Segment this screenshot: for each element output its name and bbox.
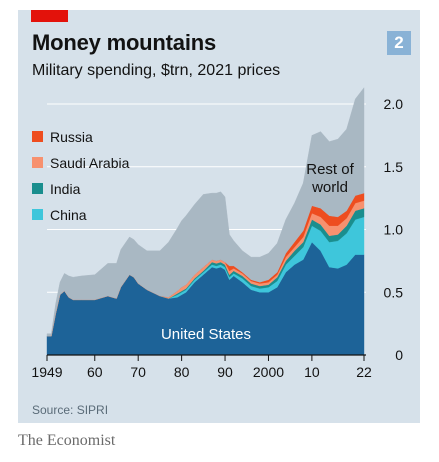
y-tick-label: 1.0: [384, 222, 404, 238]
legend-label: Russia: [50, 129, 93, 145]
x-tick-label: 90: [217, 364, 233, 380]
x-tick-label: 22: [356, 364, 372, 380]
chart-panel: Money mountains Military spending, $trn,…: [18, 10, 420, 423]
y-tick-label: 2.0: [384, 96, 404, 112]
legend-swatch: [32, 183, 43, 194]
brand-red-tag: [31, 10, 68, 22]
chart-svg: 0 0.5 1.0 1.5 2.0 1949 60 70 80 90 2000 10 22 Russia S…: [31, 87, 404, 380]
x-tick-label: 1949: [31, 364, 62, 380]
series-area-rest-of-world: [46, 87, 365, 337]
x-tick-label: 2000: [253, 364, 284, 380]
y-tick-label: 0: [395, 347, 403, 363]
legend-swatch: [32, 131, 43, 142]
x-tick-label: 80: [174, 364, 190, 380]
source-note: Source: SIPRI: [32, 403, 109, 417]
x-tick-label: 10: [304, 364, 320, 380]
chart-title: Money mountains: [32, 30, 217, 55]
y-tick-label: 1.5: [384, 159, 404, 175]
publisher-credit: The Economist: [18, 432, 116, 449]
chart-subtitle: Military spending, $trn, 2021 prices: [32, 62, 281, 79]
legend-label: Saudi Arabia: [50, 155, 130, 171]
series-annotation: United States: [161, 326, 251, 343]
series-annotation: Rest of: [306, 161, 354, 178]
legend-swatch: [32, 209, 43, 220]
legend-label: China: [50, 207, 87, 223]
series-annotation: world: [311, 179, 348, 196]
x-tick-label: 70: [130, 364, 146, 380]
y-tick-label: 0.5: [384, 284, 404, 300]
x-tick-label: 60: [87, 364, 103, 380]
legend-swatch: [32, 157, 43, 168]
legend-label: India: [50, 181, 81, 197]
chart-number-badge: 2: [387, 31, 411, 55]
